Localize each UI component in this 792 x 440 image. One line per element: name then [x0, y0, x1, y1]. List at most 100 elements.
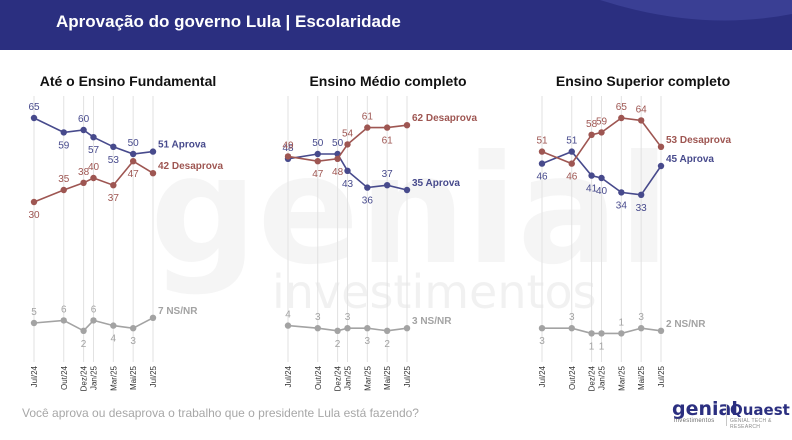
data-label-aprova: 60	[78, 114, 90, 125]
data-label-nsnr: 3	[539, 336, 545, 347]
data-point-nsnr	[149, 314, 157, 321]
data-label-aprova: 37	[382, 169, 394, 180]
data-label-desaprova: 47	[128, 169, 140, 180]
data-label-nsnr: 2	[384, 339, 390, 350]
data-label-nsnr: 3	[365, 336, 371, 347]
data-point-desaprova	[90, 174, 97, 182]
x-tick-label: Out/24	[60, 365, 69, 390]
data-point-aprova	[598, 174, 605, 182]
data-point-aprova	[314, 150, 321, 158]
x-tick-label: Mar/25	[617, 365, 626, 390]
x-tick-label: Jan/25	[598, 365, 607, 390]
header-curve-shape	[600, 0, 792, 21]
end-label-desaprova: 53 Desaprova	[666, 135, 731, 146]
page-title: Aprovação do governo Lula | Escolaridade	[56, 12, 401, 31]
header-bar: Aprovação do governo Lula | Escolaridade	[0, 0, 792, 50]
x-tick-label: Mai/25	[383, 365, 392, 390]
data-label-desaprova: 47	[312, 169, 324, 180]
data-point-nsnr	[60, 317, 67, 324]
end-label-desaprova: 62 Desaprova	[412, 113, 477, 124]
data-point-desaprova	[538, 148, 546, 155]
data-label-nsnr: 3	[345, 312, 351, 323]
data-point-aprova	[637, 191, 645, 198]
genial-logo: genial investimentos	[672, 400, 738, 425]
data-label-aprova: 50	[312, 138, 324, 149]
data-point-nsnr	[618, 330, 625, 337]
data-label-aprova: 57	[88, 145, 100, 156]
data-point-nsnr	[364, 325, 371, 332]
data-point-aprova	[618, 189, 625, 196]
data-point-desaprova	[637, 117, 645, 124]
data-label-nsnr: 1	[599, 341, 605, 352]
data-point-desaprova	[30, 198, 38, 206]
data-point-nsnr	[637, 325, 645, 332]
x-tick-label: Out/24	[314, 365, 323, 390]
data-label-aprova: 65	[28, 102, 40, 113]
x-tick-label: Jan/25	[90, 365, 99, 390]
data-point-desaprova	[284, 153, 292, 160]
data-label-nsnr: 4	[111, 334, 117, 345]
logo-separator	[726, 404, 727, 426]
genial-logo-subtext: investimentos	[674, 418, 715, 424]
data-point-desaprova	[334, 155, 341, 162]
survey-question: Você aprova ou desaprova o trabalho que …	[22, 406, 419, 420]
data-point-aprova	[383, 182, 391, 189]
data-label-aprova: 33	[636, 203, 648, 214]
x-tick-label: Mar/25	[109, 365, 118, 390]
panel-title-2: Ensino Médio completo	[309, 73, 466, 89]
data-point-desaprova	[657, 143, 665, 150]
x-tick-label: Mai/25	[129, 365, 138, 390]
data-point-nsnr	[383, 327, 391, 334]
end-label-nsnr: 3 NS/NR	[412, 316, 452, 327]
x-tick-label: Jul/25	[657, 365, 666, 387]
end-label-nsnr: 2 NS/NR	[666, 319, 706, 330]
panel-title-1: Até o Ensino Fundamental	[40, 73, 217, 89]
data-label-aprova: 41	[586, 184, 598, 195]
data-label-desaprova: 46	[566, 172, 578, 183]
data-label-desaprova: 37	[108, 193, 120, 204]
data-point-nsnr	[284, 322, 292, 329]
data-point-nsnr	[334, 327, 341, 334]
data-label-nsnr: 2	[335, 339, 341, 350]
data-point-desaprova	[80, 179, 87, 186]
data-point-desaprova	[403, 122, 411, 129]
x-tick-label: Dez/24	[334, 365, 343, 391]
data-label-desaprova: 54	[342, 128, 354, 139]
data-point-nsnr	[568, 325, 575, 332]
data-label-desaprova: 64	[636, 104, 648, 115]
data-label-desaprova: 38	[78, 167, 90, 178]
x-tick-label: Mai/25	[637, 365, 646, 390]
data-point-nsnr	[588, 330, 595, 337]
data-point-desaprova	[588, 131, 595, 138]
watermark-investimentos: investimentos	[272, 265, 597, 319]
data-point-aprova	[90, 134, 97, 141]
data-label-desaprova: 49	[282, 140, 294, 151]
data-label-nsnr: 3	[569, 312, 575, 323]
end-label-nsnr: 7 NS/NR	[158, 306, 198, 317]
quaest-logo-subtext: GENIAL TECH & RESEARCH	[730, 418, 772, 430]
data-point-desaprova	[598, 129, 605, 136]
end-label-aprova: 45 Aprova	[666, 154, 714, 165]
data-point-desaprova	[149, 170, 157, 177]
data-label-nsnr: 3	[638, 312, 644, 323]
data-label-aprova: 46	[536, 172, 548, 183]
data-point-nsnr	[657, 327, 665, 334]
data-point-aprova	[588, 172, 595, 179]
data-label-desaprova: 65	[616, 102, 628, 113]
data-point-aprova	[364, 184, 371, 191]
end-label-desaprova: 42 Desaprova	[158, 161, 223, 172]
x-tick-label: Jul/24	[284, 365, 293, 387]
data-point-nsnr	[314, 325, 321, 332]
data-label-desaprova: 58	[586, 119, 598, 130]
data-point-aprova	[657, 162, 665, 170]
data-label-desaprova: 59	[596, 116, 608, 127]
data-label-desaprova: 61	[362, 112, 374, 123]
data-point-desaprova	[314, 158, 321, 165]
data-point-nsnr	[30, 319, 38, 327]
data-point-nsnr	[90, 317, 97, 324]
data-label-aprova: 36	[362, 196, 374, 207]
data-point-desaprova	[568, 160, 575, 167]
data-point-desaprova	[383, 124, 391, 131]
data-label-desaprova: 40	[88, 162, 100, 173]
